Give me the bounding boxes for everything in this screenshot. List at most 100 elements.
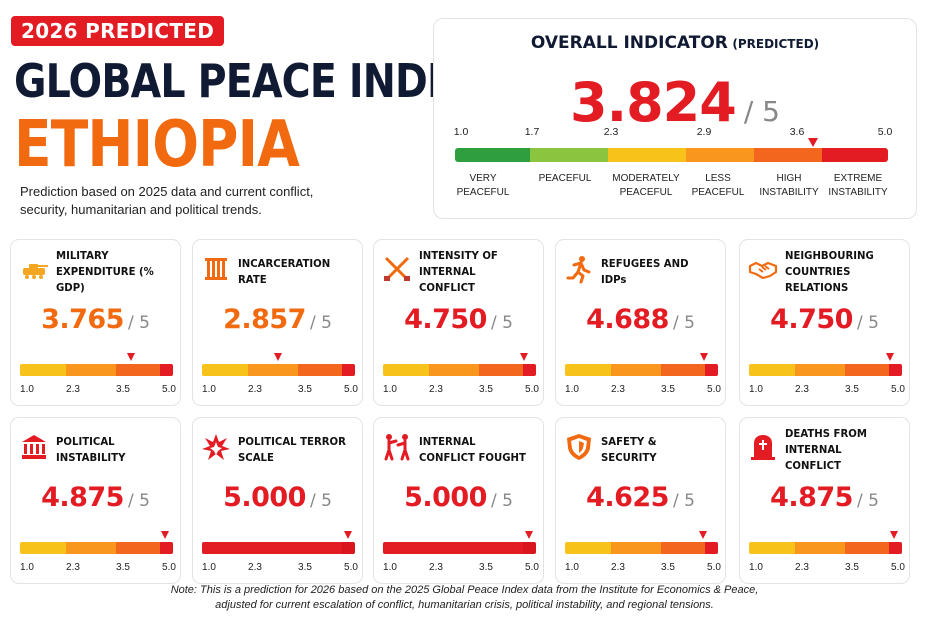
indicator-scale-bar (383, 542, 536, 554)
indicator-tick-label: 1.0 (20, 562, 34, 573)
indicator-value: 4.688 (586, 304, 669, 335)
overall-tick-label: 2.9 (696, 126, 712, 138)
indicator-scale-segment (248, 542, 298, 554)
indicator-scale-segment (116, 364, 160, 376)
indicator-tick-label: 2.3 (248, 562, 262, 573)
indicator-max: / 5 (490, 491, 513, 511)
overall-title: OVERALL INDICATOR (530, 33, 728, 53)
indicator-label: POLITICAL TERROR SCALE (238, 432, 352, 468)
gravestone-icon (748, 432, 778, 462)
fighting-people-icon (382, 432, 412, 462)
indicator-label-text: SAFETY & SECURITY (601, 435, 657, 464)
indicator-scale-segment (298, 542, 342, 554)
indicator-scale-segment (705, 542, 718, 554)
indicator-tick-label: 1.0 (202, 562, 216, 573)
indicator-marker (890, 531, 899, 539)
indicator-scale-segment (795, 364, 845, 376)
indicator-score: 5.000/ 5 (193, 482, 362, 513)
indicator-scale-segment (845, 542, 889, 554)
overall-category-label: LESS PEACEFUL (691, 173, 745, 198)
overall-scale-segment (455, 148, 530, 162)
overall-scale-segment (754, 148, 822, 162)
indicator-label: REFUGEES AND IDPs (601, 254, 715, 290)
indicator-scale-segment (661, 542, 705, 554)
indicator-scale-segment (160, 542, 173, 554)
indicator-tick-label: 2.3 (795, 562, 809, 573)
indicator-marker (127, 353, 136, 361)
overall-tick-label: 2.3 (603, 126, 619, 138)
indicator-marker (274, 353, 283, 361)
indicator-scale-segment (342, 364, 355, 376)
indicator-tick-label: 1.0 (383, 384, 397, 395)
indicator-max: / 5 (672, 491, 695, 511)
overall-indicator-panel: OVERALL INDICATOR (PREDICTED) 3.824/ 5 1… (433, 18, 917, 219)
indicator-scale-segment (479, 542, 523, 554)
indicator-max: / 5 (672, 313, 695, 333)
indicator-score: 2.857/ 5 (193, 304, 362, 335)
running-person-icon (564, 254, 594, 284)
indicator-tick-label: 1.0 (20, 384, 34, 395)
indicator-scale-segment (565, 364, 611, 376)
indicator-scale-segment (611, 364, 661, 376)
indicator-scale-segment (661, 364, 705, 376)
indicator-scale-segment (383, 542, 429, 554)
indicator-scale-bar (383, 364, 536, 376)
indicator-value: 4.625 (586, 482, 669, 513)
country-title: ETHIOPIA (14, 108, 300, 182)
indicator-label-text: NEIGHBOURING COUNTRIES RELATIONS (785, 249, 874, 294)
overall-category-label: PEACEFUL (538, 173, 592, 184)
subtitle: Prediction based on 2025 data and curren… (20, 184, 314, 217)
indicator-tick-label: 2.3 (66, 562, 80, 573)
indicator-marker (520, 353, 529, 361)
indicator-scale-segment (20, 364, 66, 376)
indicator-card: SAFETY & SECURITY 4.625/ 5 1.0 2.3 3.5 5.0 (555, 417, 726, 584)
indicator-card: INCARCERATION RATE 2.857/ 5 1.0 2.3 3.5 5.0 (192, 239, 363, 406)
indicator-label-text: MILITARY EXPENDITURE (% GDP) (56, 249, 154, 294)
overall-category-label: MODERATELY PEACEFUL (612, 173, 680, 198)
indicator-value: 5.000 (223, 482, 306, 513)
shield-icon (564, 432, 594, 462)
overall-heading: OVERALL INDICATOR (PREDICTED) (434, 33, 916, 53)
overall-tick-label: 3.6 (789, 126, 805, 138)
prison-bars-icon (201, 254, 231, 284)
overall-scale-bar (455, 148, 888, 162)
indicator-tick-label: 5.0 (525, 384, 539, 395)
indicator-tick-label: 3.5 (298, 384, 312, 395)
indicator-scale-segment (705, 364, 718, 376)
indicator-tick-label: 2.3 (429, 384, 443, 395)
indicator-max: / 5 (856, 313, 879, 333)
indicator-score: 3.765/ 5 (11, 304, 180, 335)
indicator-scale-bar (749, 542, 902, 554)
indicator-value: 5.000 (404, 482, 487, 513)
indicator-tick-label: 5.0 (891, 562, 905, 573)
indicator-scale-segment (845, 364, 889, 376)
indicator-value: 4.750 (404, 304, 487, 335)
overall-max: / 5 (743, 95, 780, 128)
indicator-label: POLITICAL INSTABILITY (56, 432, 170, 468)
indicator-scale-segment (523, 364, 536, 376)
indicator-marker (698, 531, 707, 539)
indicator-card: REFUGEES AND IDPs 4.688/ 5 1.0 2.3 3.5 5.0 (555, 239, 726, 406)
footnote-line-2: adjusted for current escalation of confl… (215, 599, 714, 611)
indicator-max: / 5 (127, 491, 150, 511)
indicator-marker (344, 531, 352, 539)
indicator-tick-label: 1.0 (565, 384, 579, 395)
indicator-label-text: INTENSITY OF INTERNAL CONFLICT (419, 249, 498, 294)
indicator-tick-label: 5.0 (707, 384, 721, 395)
overall-category-label: EXTREME INSTABILITY (828, 173, 888, 198)
indicator-tick-label: 3.5 (479, 384, 493, 395)
indicator-scale-segment (298, 364, 342, 376)
indicator-scale-segment (66, 542, 116, 554)
indicator-scale-segment (429, 364, 479, 376)
indicator-scale-segment (202, 364, 248, 376)
indicator-tick-label: 3.5 (661, 562, 675, 573)
indicator-value: 3.765 (41, 304, 124, 335)
indicator-score: 4.750/ 5 (374, 304, 543, 335)
indicator-marker (700, 353, 709, 361)
overall-score: 3.824/ 5 (434, 71, 916, 134)
indicator-scale-bar (202, 364, 355, 376)
indicator-value: 2.857 (223, 304, 306, 335)
indicator-scale-bar (565, 542, 718, 554)
indicator-card: INTERNAL CONFLICT FOUGHT 5.000/ 5 1.0 2.3 3.… (373, 417, 544, 584)
indicator-scale-segment (889, 542, 902, 554)
